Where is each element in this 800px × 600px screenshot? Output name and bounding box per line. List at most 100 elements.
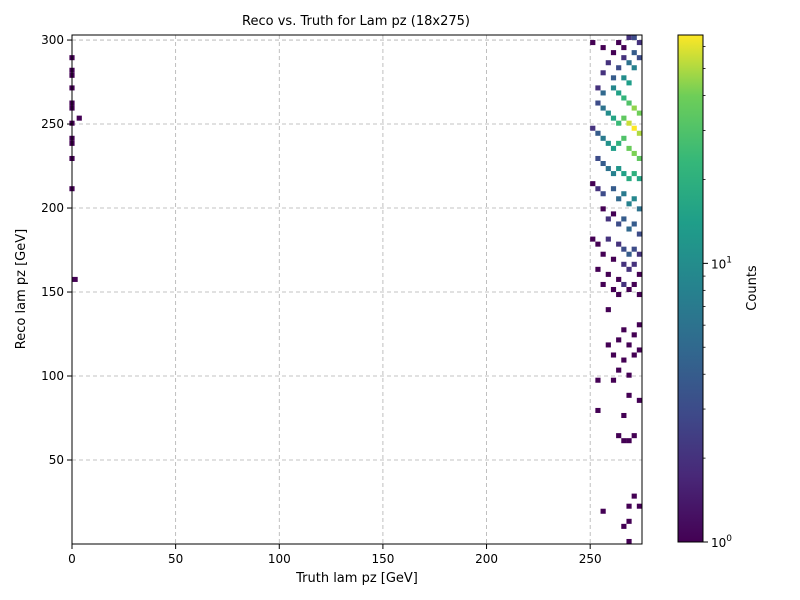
heatmap-cell bbox=[616, 337, 622, 343]
heatmap-cells bbox=[69, 35, 642, 544]
heatmap-cell bbox=[616, 65, 622, 71]
heatmap-cell bbox=[621, 438, 627, 444]
heatmap-cell bbox=[626, 35, 632, 41]
heatmap-cell bbox=[621, 55, 627, 61]
heatmap-cell bbox=[605, 307, 611, 313]
heatmap-cell bbox=[631, 246, 637, 252]
x-tick-label: 150 bbox=[371, 552, 394, 566]
heatmap-cell bbox=[631, 105, 637, 111]
heatmap-cell bbox=[600, 281, 606, 287]
heatmap-cell bbox=[636, 347, 642, 353]
heatmap-cell bbox=[626, 392, 632, 398]
heatmap-cell bbox=[76, 115, 82, 121]
heatmap-cell bbox=[600, 45, 606, 51]
heatmap-cell bbox=[610, 352, 617, 358]
heatmap-cell bbox=[626, 286, 632, 293]
heatmap-cell bbox=[636, 292, 642, 298]
heatmap-cell bbox=[626, 60, 632, 66]
heatmap-cell bbox=[610, 377, 617, 383]
heatmap-cell bbox=[595, 186, 601, 192]
x-axis-ticks: 0 50 100 150 200 250 bbox=[68, 544, 602, 566]
heatmap-cell bbox=[631, 196, 637, 202]
heatmap-cell bbox=[626, 120, 632, 126]
heatmap-cell bbox=[605, 60, 611, 66]
heatmap-cell bbox=[636, 206, 642, 212]
heatmap-cell bbox=[626, 176, 632, 182]
colorbar-tick-label: 100 bbox=[711, 534, 732, 550]
heatmap-cell bbox=[605, 342, 611, 348]
heatmap-cell bbox=[636, 251, 642, 257]
heatmap-cell bbox=[626, 518, 632, 524]
heatmap-cell bbox=[626, 100, 632, 106]
x-tick-label: 200 bbox=[475, 552, 498, 566]
heatmap-cell bbox=[616, 433, 622, 439]
heatmap-cell bbox=[600, 251, 606, 257]
heatmap-cell bbox=[631, 171, 637, 177]
heatmap-cell bbox=[631, 221, 637, 227]
heatmap-cell bbox=[600, 206, 606, 212]
heatmap-cell bbox=[621, 75, 627, 81]
heatmap-cell bbox=[605, 110, 611, 116]
heatmap-cell bbox=[610, 256, 617, 262]
heatmap-cell bbox=[616, 140, 622, 146]
heatmap-cell bbox=[610, 211, 617, 217]
colorbar-tick-label: 101 bbox=[711, 255, 732, 271]
heatmap-cell bbox=[600, 135, 606, 141]
heatmap-cell bbox=[621, 327, 627, 333]
heatmap-cell bbox=[631, 332, 637, 338]
heatmap-cell bbox=[626, 145, 632, 151]
heatmap-cell bbox=[590, 181, 596, 187]
heatmap-cell bbox=[610, 75, 617, 81]
y-tick-label: 200 bbox=[41, 201, 64, 215]
heatmap-cell bbox=[600, 105, 606, 111]
heatmap-cell bbox=[631, 433, 637, 439]
heatmap-cell bbox=[621, 135, 627, 141]
grid-lines bbox=[71, 35, 642, 544]
heatmap-cell bbox=[590, 125, 596, 131]
x-tick-label: 250 bbox=[579, 552, 602, 566]
heatmap-cell bbox=[616, 166, 622, 172]
y-tick-label: 150 bbox=[41, 285, 64, 299]
heatmap-cell bbox=[590, 236, 596, 242]
heatmap-cell bbox=[595, 130, 601, 136]
colorbar bbox=[677, 34, 704, 543]
heatmap-cell bbox=[621, 246, 627, 252]
heatmap-cell bbox=[605, 216, 611, 222]
heatmap-cell bbox=[626, 251, 632, 257]
plot-frame bbox=[71, 34, 643, 545]
heatmap-cell bbox=[621, 412, 627, 419]
heatmap-cell bbox=[610, 186, 617, 192]
heatmap-cell bbox=[636, 397, 642, 403]
y-tick-label: 100 bbox=[41, 369, 64, 383]
heatmap-cell bbox=[626, 80, 632, 86]
heatmap-cell bbox=[631, 65, 637, 71]
heatmap-cell bbox=[621, 357, 627, 363]
heatmap-cell bbox=[610, 286, 617, 293]
heatmap-cell bbox=[616, 292, 622, 298]
heatmap-cell bbox=[621, 281, 627, 287]
heatmap-cell bbox=[616, 221, 622, 227]
x-tick-label: 0 bbox=[68, 552, 76, 566]
heatmap-cell bbox=[626, 538, 632, 544]
heatmap-cell bbox=[600, 508, 606, 514]
chart-title: Reco vs. Truth for Lam pz (18x275) bbox=[242, 14, 470, 29]
heatmap-cell bbox=[631, 352, 637, 358]
heatmap-cell bbox=[636, 271, 642, 277]
heatmap-cell bbox=[605, 271, 611, 277]
y-tick-label: 250 bbox=[41, 117, 64, 131]
heatmap-cell bbox=[616, 196, 622, 202]
heatmap-cell bbox=[72, 276, 78, 282]
heatmap-cell bbox=[595, 266, 601, 272]
y-axis-ticks: 50 100 150 200 250 300 bbox=[41, 33, 72, 467]
y-axis-label: Reco lam pz [GeV] bbox=[14, 229, 29, 349]
heatmap-cell bbox=[636, 176, 642, 182]
heatmap-cell bbox=[616, 367, 622, 373]
x-tick-label: 50 bbox=[168, 552, 183, 566]
heatmap-cell bbox=[636, 110, 642, 116]
heatmap-cell bbox=[626, 201, 632, 207]
heatmap-cell bbox=[621, 45, 627, 51]
heatmap-cell bbox=[610, 171, 617, 177]
heatmap-cell bbox=[610, 85, 617, 91]
heatmap-cell bbox=[631, 50, 637, 56]
